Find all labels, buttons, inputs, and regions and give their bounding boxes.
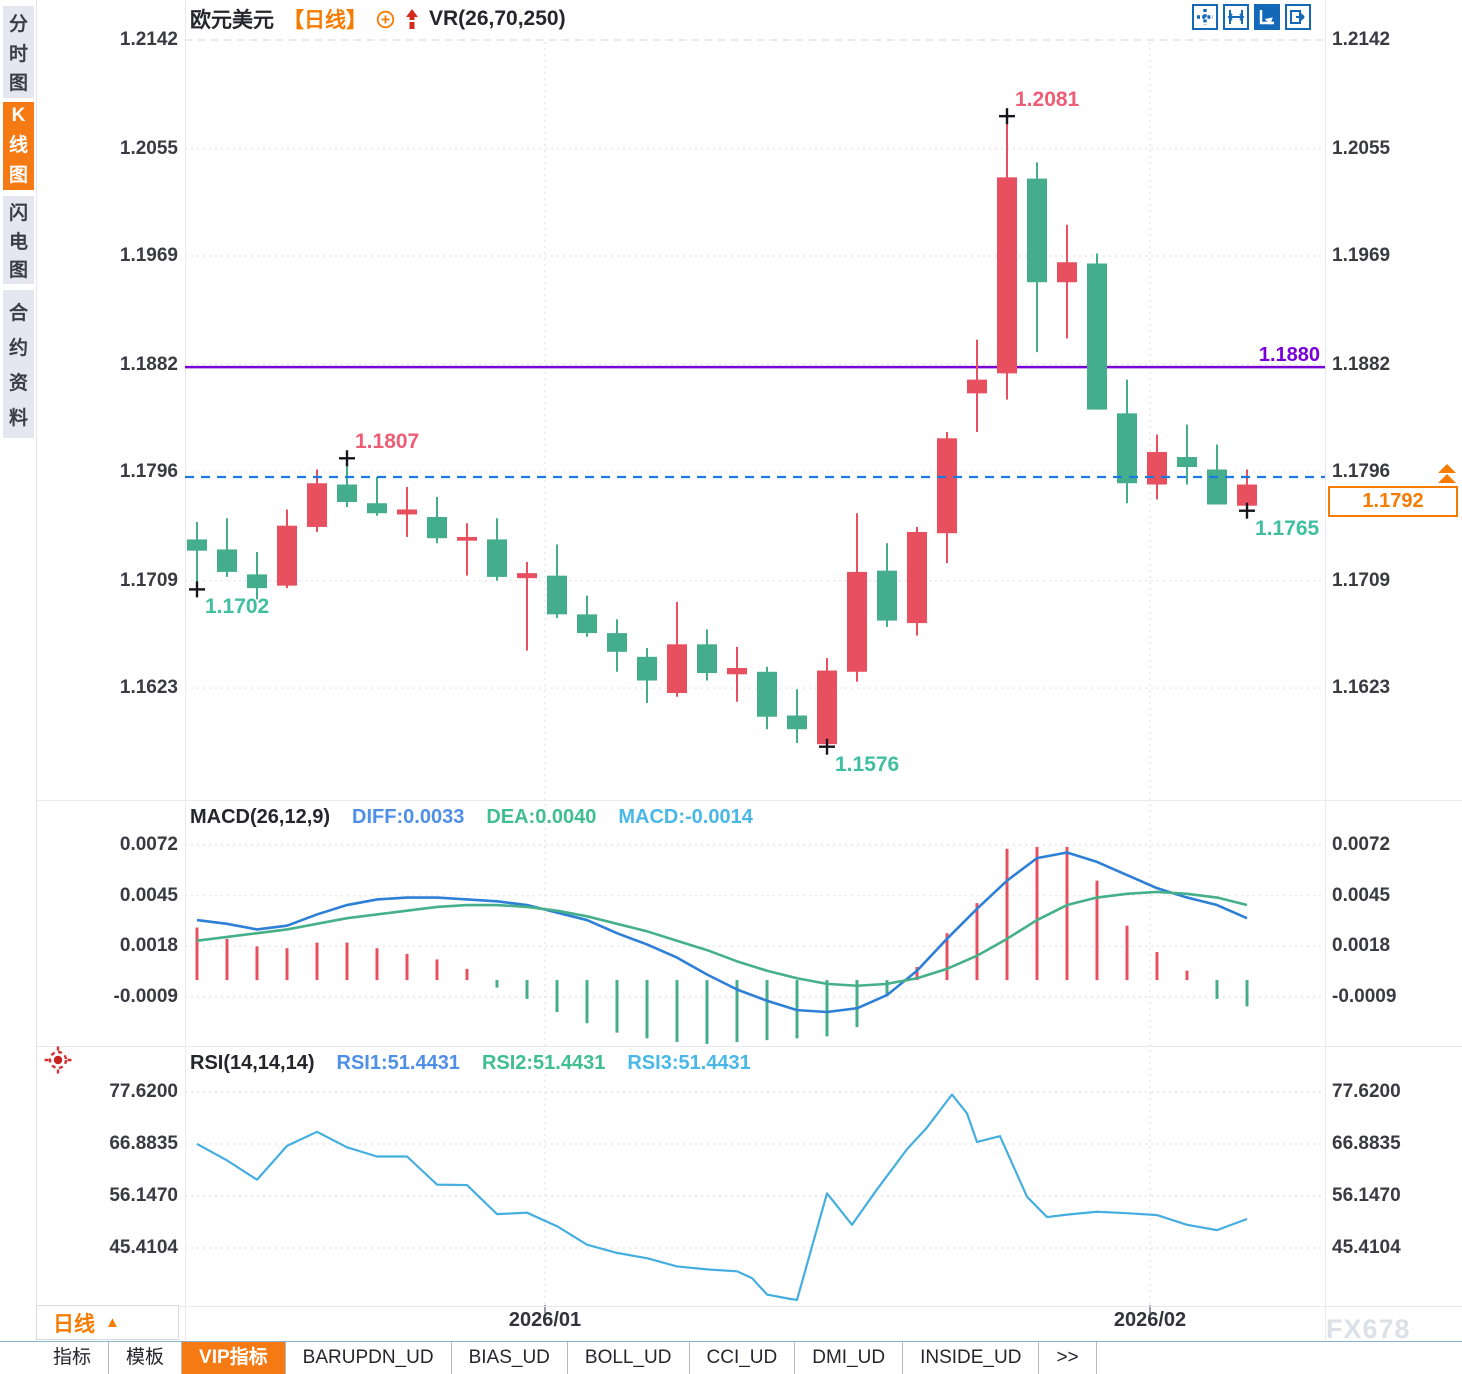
bottom-tab-2[interactable]: 模板 (109, 1342, 183, 1374)
rsi1-value: RSI1:51.4431 (336, 1052, 460, 1074)
macd-pane-header: MACD(26,12,9) DIFF:0.0033 DEA:0.0040 MAC… (190, 806, 753, 829)
bottom-tab-3[interactable]: VIP指标 (182, 1342, 286, 1374)
macd-diff-value: DIFF:0.0033 (352, 806, 465, 828)
current-price-box: 1.1792 (1328, 486, 1458, 517)
watermark: FX678 (1326, 1314, 1411, 1344)
bottom-tab-7[interactable]: CCI_UD (690, 1342, 796, 1374)
bottom-tab-4[interactable]: BARUPDN_UD (286, 1342, 452, 1374)
macd-macd-value: MACD:-0.0014 (618, 806, 753, 828)
macd-name: MACD(26,12,9) (190, 806, 331, 828)
sidebar-tab-3[interactable]: 闪电图 (3, 196, 34, 284)
indicator-tabbar: 指标 模板 VIP指标 BARUPDN_UD BIAS_UD BOLL_UD CCI_UD D… (0, 1341, 1462, 1374)
export-icon[interactable] (1285, 4, 1311, 30)
hline-price-label: 1.1880 (1258, 344, 1320, 366)
period-selector-arrow-icon: ▲ (105, 1314, 120, 1331)
circle-plus-icon[interactable] (376, 10, 395, 29)
rsi-name: RSI(14,14,14) (190, 1052, 315, 1074)
bottom-tab-5[interactable]: BIAS_UD (452, 1342, 568, 1374)
macd-dea-value: DEA:0.0040 (486, 806, 597, 828)
crosshair-icon[interactable] (1192, 4, 1218, 30)
symbol-name: 欧元美元 (190, 9, 274, 32)
rsi3-value: RSI3:51.4431 (627, 1052, 751, 1074)
date-label-feb: 2026/02 (1113, 1309, 1187, 1331)
bottom-tab-10[interactable]: >> (1039, 1342, 1097, 1374)
period-selector[interactable]: 日线 ▲ (36, 1305, 179, 1340)
indicator-name[interactable]: VR(26,70,250) (429, 7, 566, 30)
period-badge[interactable]: 【日线】 (283, 9, 367, 32)
bottom-tab-1[interactable]: 指标 (36, 1342, 110, 1374)
alarm-icon[interactable] (42, 1044, 74, 1081)
sidebar-tab-4[interactable]: 合约资料 (3, 290, 34, 438)
sidebar-tab-1[interactable]: 分时图 (3, 6, 34, 98)
axis-play-icon[interactable] (1254, 4, 1280, 30)
rsi-pane-header: RSI(14,14,14) RSI1:51.4431 RSI2:51.4431 … (190, 1052, 751, 1075)
red-up-arrow-icon[interactable] (404, 8, 420, 30)
bottom-tab-6[interactable]: BOLL_UD (568, 1342, 690, 1374)
period-selector-label: 日线 (53, 1312, 95, 1336)
chart-titlebar: 欧元美元 【日线】 VR(26,70,250) (190, 5, 566, 33)
axis-range-icon[interactable] (1223, 4, 1249, 30)
bottom-tab-9[interactable]: INSIDE_UD (903, 1342, 1040, 1374)
chart-toolbar (1192, 4, 1311, 30)
date-label-jan: 2026/01 (508, 1309, 582, 1331)
rsi2-value: RSI2:51.4431 (481, 1052, 606, 1074)
bottom-tab-8[interactable]: DMI_UD (795, 1342, 904, 1374)
